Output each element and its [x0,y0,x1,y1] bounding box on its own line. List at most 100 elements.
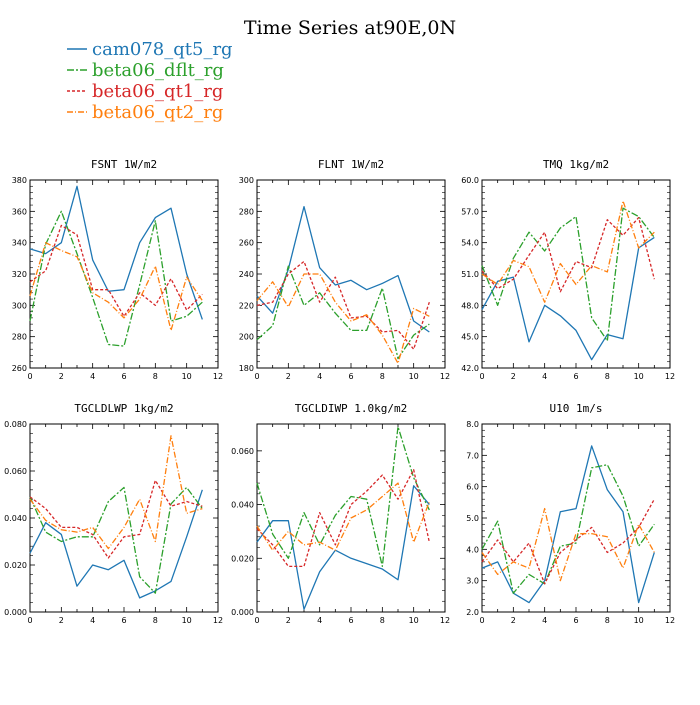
y-tick-label: 6.0 [466,483,479,492]
x-tick-label: 10 [409,372,419,381]
panel-title: U10 1m/s [550,402,603,415]
x-tick-label: 12 [213,372,223,381]
y-tick-label: 0.040 [231,501,254,510]
y-tick-label: 0.040 [4,514,27,523]
y-tick-label: 60.0 [461,176,479,185]
y-tick-label: 5.0 [466,514,479,523]
x-tick-label: 8 [153,372,158,381]
x-tick-label: 8 [605,616,610,625]
y-tick-label: 0.000 [231,608,254,617]
x-tick-label: 6 [348,372,353,381]
x-tick-label: 4 [90,372,95,381]
y-tick-label: 3.0 [466,577,479,586]
x-tick-label: 4 [90,616,95,625]
y-tick-label: 45.0 [461,333,479,342]
x-tick-label: 10 [634,372,644,381]
x-tick-label: 0 [254,616,259,625]
y-tick-label: 180 [239,364,254,373]
y-tick-label: 240 [239,270,254,279]
panel-title: TGCLDIWP 1.0kg/m2 [295,402,408,415]
y-tick-label: 54.0 [461,239,479,248]
series-line-beta06_qt1_rg [29,479,203,559]
x-tick-label: 8 [380,372,385,381]
legend-label: beta06_qt1_rg [92,81,223,102]
y-tick-label: 57.0 [461,207,479,216]
series-line-beta06_qt1_rg [256,260,430,350]
series-line-cam078_qt5_rg [29,489,203,599]
panel-title: TMQ 1kg/m2 [543,158,609,171]
series-line-cam078_qt5_rg [481,445,655,604]
y-tick-label: 4.0 [466,545,479,554]
y-tick-label: 2.0 [466,608,479,617]
x-tick-label: 2 [511,616,516,625]
x-tick-label: 0 [27,616,32,625]
legend: cam078_qt5_rgbeta06_dflt_rgbeta06_qt1_rg… [67,39,233,123]
x-tick-label: 6 [573,616,578,625]
y-tick-label: 0.020 [4,561,27,570]
series-line-beta06_qt2_rg [256,273,430,364]
legend-label: beta06_dflt_rg [92,60,224,81]
x-tick-label: 6 [573,372,578,381]
x-tick-label: 12 [440,372,450,381]
y-tick-label: 300 [12,301,27,310]
y-tick-label: 200 [239,333,254,342]
series-line-beta06_qt2_rg [256,482,430,551]
x-tick-label: 8 [605,372,610,381]
series-line-beta06_qt1_rg [481,216,655,293]
x-tick-label: 2 [286,372,291,381]
y-tick-label: 280 [239,207,254,216]
y-tick-label: 0.000 [4,608,27,617]
legend-label: cam078_qt5_rg [92,39,233,60]
x-tick-label: 4 [542,372,547,381]
series-line-cam078_qt5_rg [481,236,655,361]
y-tick-label: 0.060 [4,467,27,476]
x-tick-label: 0 [479,616,484,625]
x-tick-label: 12 [665,616,675,625]
panel-title: TGCLDLWP 1kg/m2 [74,402,173,415]
series-line-beta06_qt2_rg [29,242,203,332]
panel-2: FLNT 1W/m2 0 2 4 6 8 10 12 180 200 220 240 260 280 300 [239,158,450,381]
y-tick-label: 320 [12,270,27,279]
panel-4: TGCLDLWP 1kg/m2 0 2 4 6 8 10 12 0.000 0.020 0.040 0… [4,402,223,625]
x-tick-label: 4 [317,372,322,381]
x-tick-label: 6 [348,616,353,625]
x-tick-label: 10 [182,616,192,625]
y-tick-label: 51.0 [461,270,479,279]
x-tick-label: 6 [121,372,126,381]
x-tick-label: 10 [409,616,419,625]
series-line-beta06_dflt_rg [29,210,203,347]
y-tick-label: 0.060 [231,447,254,456]
x-tick-label: 2 [511,372,516,381]
y-tick-label: 42.0 [461,364,479,373]
y-tick-label: 48.0 [461,301,479,310]
panel-title: FLNT 1W/m2 [318,158,384,171]
figure-title: Time Series at90E,0N [244,17,456,39]
y-tick-label: 260 [12,364,27,373]
panel-3: TMQ 1kg/m2 0 2 4 6 8 10 12 42.0 45.0 48.0 51.0 54.0 5… [461,158,675,381]
x-tick-label: 2 [286,616,291,625]
series-line-beta06_qt2_rg [481,200,655,303]
x-tick-label: 12 [213,616,223,625]
x-tick-label: 10 [182,372,192,381]
y-tick-label: 300 [239,176,254,185]
y-tick-label: 8.0 [466,420,479,429]
x-tick-label: 10 [634,616,644,625]
y-tick-label: 7.0 [466,451,479,460]
y-tick-label: 280 [12,333,27,342]
x-tick-label: 12 [440,616,450,625]
x-tick-label: 0 [254,372,259,381]
x-tick-label: 4 [317,616,322,625]
x-tick-label: 2 [59,616,64,625]
y-tick-label: 360 [12,207,27,216]
legend-label: beta06_qt2_rg [92,102,223,123]
y-tick-label: 340 [12,239,27,248]
y-tick-label: 220 [239,301,254,310]
series-line-beta06_dflt_rg [256,426,430,567]
panel-5: TGCLDIWP 1.0kg/m2 0 2 4 6 8 10 12 0.000 0.020 0.04… [231,402,450,625]
x-tick-label: 8 [153,616,158,625]
y-tick-label: 380 [12,176,27,185]
panel-6: U10 1m/s 0 2 4 6 8 10 12 2.0 3.0 4.0 5.0 6.0 7.0 8.0 [466,402,675,625]
chart-panels: FSNT 1W/m20 2 4 6 8 10 12260280300320340360380… [4,158,675,625]
